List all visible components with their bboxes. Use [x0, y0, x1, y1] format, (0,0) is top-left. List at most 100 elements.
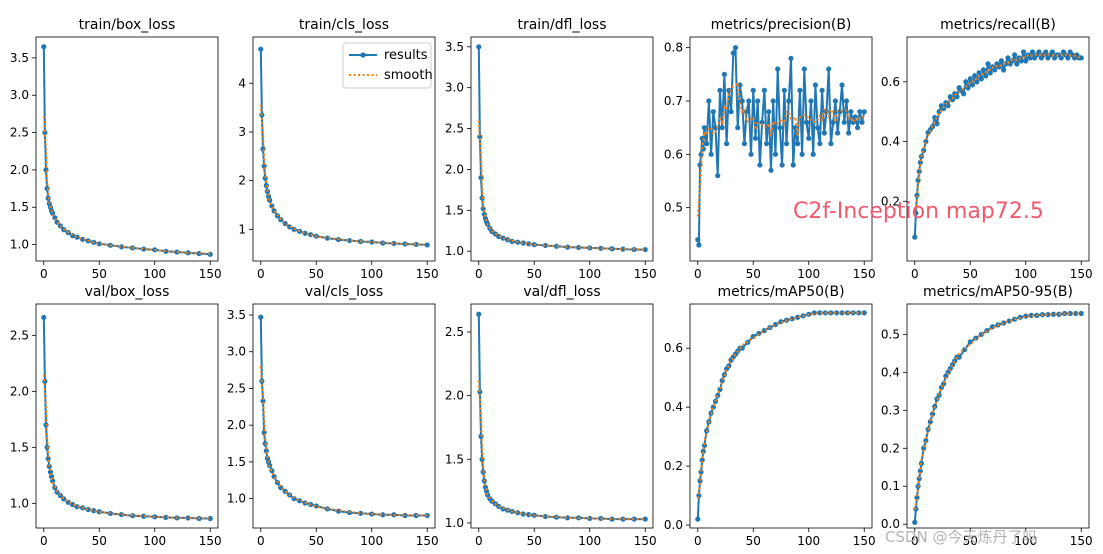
subplot-title: train/box_loss — [79, 17, 176, 33]
results-point — [759, 119, 765, 125]
results-point — [972, 73, 978, 79]
axes-frame — [470, 36, 654, 262]
subplot-2: train/cls_loss 0 50 100 150 1 2 3 4 results smooth — [238, 17, 438, 281]
results-point — [912, 519, 918, 525]
results-point — [846, 130, 852, 136]
results-point — [741, 141, 747, 147]
results-point — [700, 448, 706, 454]
results-point — [41, 44, 47, 50]
x-tick-label: 0 — [40, 534, 48, 548]
x-tick-label: 150 — [634, 534, 657, 548]
axes-frame — [689, 36, 873, 262]
results-point — [766, 109, 772, 115]
results-point — [620, 516, 626, 522]
results-point — [695, 516, 701, 522]
results-point — [801, 66, 807, 72]
results-point — [704, 141, 710, 147]
subplot-title: val/box_loss — [85, 284, 170, 300]
subplot-10: metrics/mAP50-95(B) 0 50 100 150 0.0 0.1 0.2 0.3… — [881, 284, 1093, 548]
results-point — [963, 79, 969, 85]
results-point — [724, 141, 730, 147]
results-point — [949, 97, 956, 103]
results-point — [185, 515, 191, 521]
subplot-4: metrics/precision(B) 0 50 100 150 0.5 0.6 0.7 0.… — [664, 17, 876, 281]
results-point — [1003, 61, 1009, 67]
axes-frame — [906, 36, 1090, 262]
smooth-series-line — [477, 380, 646, 521]
results-point — [542, 242, 548, 249]
results-point — [1020, 49, 1027, 55]
results-point — [576, 244, 582, 251]
x-tick-label: 50 — [963, 267, 978, 281]
results-point — [564, 244, 571, 250]
results-point — [413, 241, 419, 248]
x-tick-label: 150 — [634, 267, 657, 281]
x-tick-label: 0 — [475, 267, 483, 281]
x-tick-label: 100 — [578, 534, 601, 548]
results-point — [553, 243, 560, 249]
results-point — [834, 130, 841, 136]
y-tick-label: 1.5 — [10, 440, 29, 454]
y-tick-label: 2.0 — [445, 162, 464, 176]
axes-frame — [906, 303, 1090, 529]
subplot-title: train/dfl_loss — [517, 17, 606, 33]
results-point — [642, 246, 648, 253]
x-tick-label: 50 — [746, 534, 761, 548]
results-point — [358, 510, 364, 516]
results-point — [695, 237, 701, 243]
y-tick-label: 0.2 — [881, 194, 900, 208]
results-point — [1000, 67, 1007, 73]
results-point — [1078, 310, 1084, 317]
x-tick-label: 100 — [360, 267, 383, 281]
results-point — [141, 513, 147, 519]
results-point — [786, 98, 792, 104]
y-tick-label: 3.0 — [10, 88, 29, 102]
results-point — [790, 162, 796, 168]
results-point — [476, 44, 482, 50]
results-point — [746, 98, 752, 104]
x-tick-label: 100 — [578, 267, 601, 281]
results-point — [812, 82, 819, 88]
y-tick-label: 0.0 — [664, 518, 683, 532]
results-point — [265, 193, 272, 199]
results-point — [706, 98, 712, 104]
smooth-series-line — [913, 312, 1082, 510]
x-tick-label: 50 — [527, 267, 542, 281]
results-point — [260, 398, 266, 404]
x-tick-label: 150 — [853, 534, 876, 548]
y-tick-label: 2.5 — [445, 122, 464, 136]
y-tick-label: 1.5 — [10, 200, 29, 214]
results-point — [699, 457, 705, 463]
results-point — [815, 125, 821, 131]
x-tick-label: 50 — [963, 534, 978, 548]
y-tick-label: 1.5 — [445, 203, 464, 217]
y-tick-label: 2.0 — [10, 384, 29, 398]
results-point — [620, 246, 626, 252]
results-point — [701, 442, 708, 449]
watermark: CSDN @今天炼丹了吗 — [885, 528, 1038, 546]
results-point — [976, 70, 982, 76]
subplot-title: metrics/mAP50(B) — [717, 284, 844, 300]
results-point — [808, 98, 814, 104]
results-point — [828, 141, 834, 147]
subplot-6: val/box_loss 0 50 100 150 1.0 1.5 2.0 2.5 — [10, 284, 222, 548]
results-point — [799, 151, 805, 157]
x-tick-label: 50 — [527, 534, 542, 548]
results-point — [710, 109, 716, 115]
x-tick-label: 150 — [416, 534, 439, 548]
results-point — [346, 237, 353, 244]
results-point — [719, 125, 725, 131]
results-point — [526, 512, 532, 518]
y-tick-label: 3.0 — [445, 81, 464, 95]
results-series-line — [696, 311, 865, 520]
results-point — [726, 87, 732, 93]
results-point — [857, 109, 863, 115]
results-point — [726, 363, 732, 369]
results-point — [715, 173, 721, 179]
y-tick-label: 1.0 — [445, 244, 464, 258]
x-tick-label: 0 — [257, 534, 265, 548]
results-point — [856, 310, 862, 316]
results-point — [118, 511, 125, 518]
y-tick-label: 1 — [238, 222, 246, 236]
results-point — [1005, 55, 1011, 61]
